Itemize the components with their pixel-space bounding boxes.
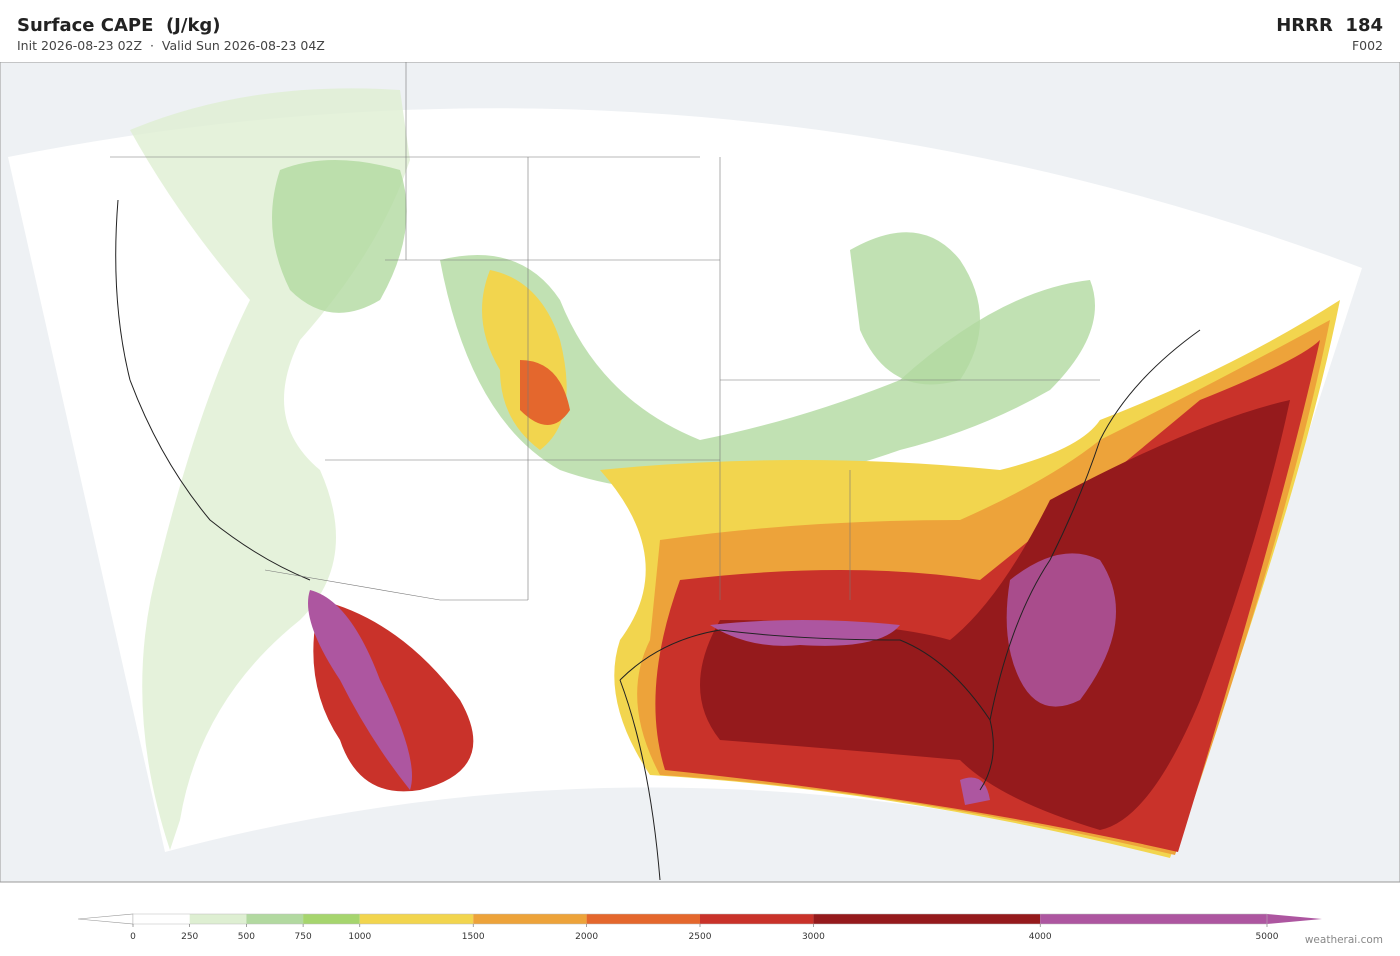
map <box>0 62 1400 883</box>
colorbar-segment <box>700 914 814 924</box>
subtitle: Init 2026-08-23 02Z · Valid Sun 2026-08-… <box>17 38 325 53</box>
colorbar-tick-label: 500 <box>238 932 255 942</box>
frame-label: F002 <box>1351 38 1383 53</box>
colorbar-tick-label: 4000 <box>1029 932 1052 942</box>
colorbar-tick-label: 750 <box>295 932 312 942</box>
state-borders <box>110 62 1100 601</box>
colorbar-segment <box>586 914 700 924</box>
colorbar-segment <box>189 914 247 924</box>
colorbar-tick-label: 2000 <box>575 932 598 942</box>
coastlines <box>115 199 1201 881</box>
colorbar-tick-label: 3000 <box>802 932 825 942</box>
colorbar-segment <box>813 914 1041 924</box>
cape-field <box>130 88 1340 858</box>
colorbar-tick-label: 1500 <box>462 932 485 942</box>
colorbar-tick-label: 1000 <box>348 932 371 942</box>
colorbar-segment <box>303 914 360 924</box>
colorbar-segment <box>359 914 474 924</box>
colorbar-segment <box>473 914 587 924</box>
model-label: HRRR 184 <box>1276 15 1383 36</box>
colorbar-tick-label: 0 <box>130 932 136 942</box>
colorbar-tick-label: 250 <box>181 932 198 942</box>
colorbar-segment <box>246 914 304 924</box>
colorbar-over <box>1267 914 1322 924</box>
colorbar-segment <box>133 914 190 924</box>
colorbar-under <box>77 913 134 925</box>
colorbar: 0 250 500 750 1000 1500 2000 2500 3000 4000 5000 <box>77 913 1322 942</box>
title: Surface CAPE (J/kg) <box>17 15 221 36</box>
colorbar-tick-label: 5000 <box>1256 932 1279 942</box>
colorbar-tick-label: 2500 <box>689 932 712 942</box>
credit: weatherai.com <box>1304 934 1383 946</box>
colorbar-segment <box>1040 914 1267 924</box>
